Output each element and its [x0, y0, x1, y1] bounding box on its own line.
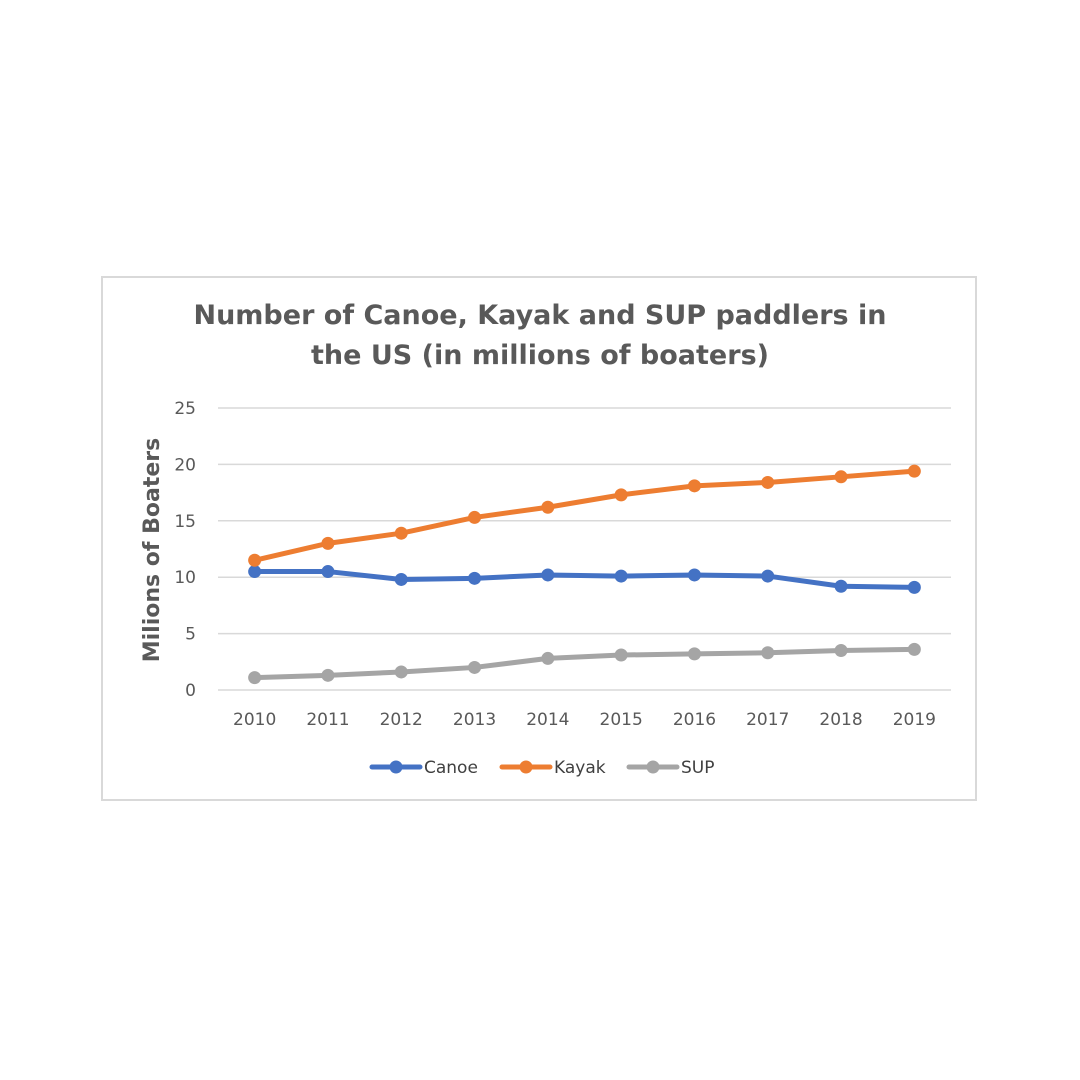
legend-swatch-marker [519, 760, 533, 774]
sup-point [907, 642, 921, 656]
chart-title-line-1: Number of Canoe, Kayak and SUP paddlers … [193, 300, 887, 331]
series-kayak [248, 464, 921, 567]
canoe-point [834, 579, 848, 593]
sup-line [252, 646, 917, 681]
chart-title-line-2: the US (in millions of boaters) [311, 340, 769, 371]
legend-swatch-marker [389, 760, 403, 774]
kayak-point [687, 479, 701, 493]
x-tick-label: 2014 [526, 710, 569, 730]
sup-point [761, 646, 775, 660]
canoe-point [468, 571, 482, 585]
series-canoe [248, 565, 921, 594]
y-axis-title: Milions of Boaters [140, 438, 165, 663]
x-tick-label: 2010 [233, 710, 276, 730]
x-tick-label: 2015 [600, 710, 643, 730]
x-tick-label: 2013 [453, 710, 496, 730]
kayak-point [541, 500, 555, 514]
legend-label: Kayak [554, 758, 606, 778]
sup-point [468, 660, 482, 674]
y-tick-label: 20 [174, 455, 196, 475]
kayak-point [248, 553, 262, 567]
y-tick-label: 10 [174, 568, 196, 588]
kayak-point [394, 526, 408, 540]
kayak-point [761, 475, 775, 489]
legend-label: SUP [681, 758, 715, 778]
series-sup [248, 642, 921, 685]
sup-point [541, 651, 555, 665]
canoe-point [248, 565, 262, 579]
kayak-point [834, 470, 848, 484]
x-tick-label: 2017 [746, 710, 789, 730]
kayak-point [468, 510, 482, 524]
legend: Canoe Kayak SUP [369, 758, 715, 778]
y-axis-ticks: 0 5 10 15 20 25 [174, 399, 196, 701]
canoe-point [541, 568, 555, 582]
sup-point [321, 668, 335, 682]
kayak-point [321, 536, 335, 550]
canoe-point [321, 565, 335, 579]
sup-point [614, 648, 628, 662]
y-tick-label: 0 [185, 681, 196, 701]
y-tick-label: 25 [174, 399, 196, 419]
canoe-point [614, 569, 628, 583]
kayak-point [614, 488, 628, 502]
canoe-point [761, 569, 775, 583]
chart-title: Number of Canoe, Kayak and SUP paddlers … [0, 296, 1080, 376]
legend-swatch-marker [646, 760, 660, 774]
x-axis-ticks: 2010 2011 2012 2013 2014 2015 2016 2017 2018 2019 [233, 710, 936, 730]
series-lines [248, 464, 921, 685]
legend-item-canoe: Canoe [369, 758, 478, 778]
canoe-point [687, 568, 701, 582]
y-tick-label: 15 [174, 512, 196, 532]
kayak-point [907, 464, 921, 478]
y-tick-label: 5 [185, 625, 196, 645]
legend-item-kayak: Kayak [499, 758, 606, 778]
x-tick-label: 2016 [673, 710, 716, 730]
sup-point [834, 644, 848, 658]
legend-label: Canoe [424, 758, 478, 778]
canoe-line [252, 569, 917, 590]
sup-point [687, 647, 701, 661]
x-tick-label: 2019 [893, 710, 936, 730]
sup-point [248, 671, 262, 685]
legend-item-sup: SUP [626, 758, 715, 778]
chart-frame [101, 276, 977, 801]
x-tick-label: 2012 [380, 710, 423, 730]
canoe-point [394, 572, 408, 586]
sup-point [394, 665, 408, 679]
x-tick-label: 2011 [306, 710, 349, 730]
x-tick-label: 2018 [819, 710, 862, 730]
kayak-line [252, 468, 917, 563]
canoe-point [907, 580, 921, 594]
